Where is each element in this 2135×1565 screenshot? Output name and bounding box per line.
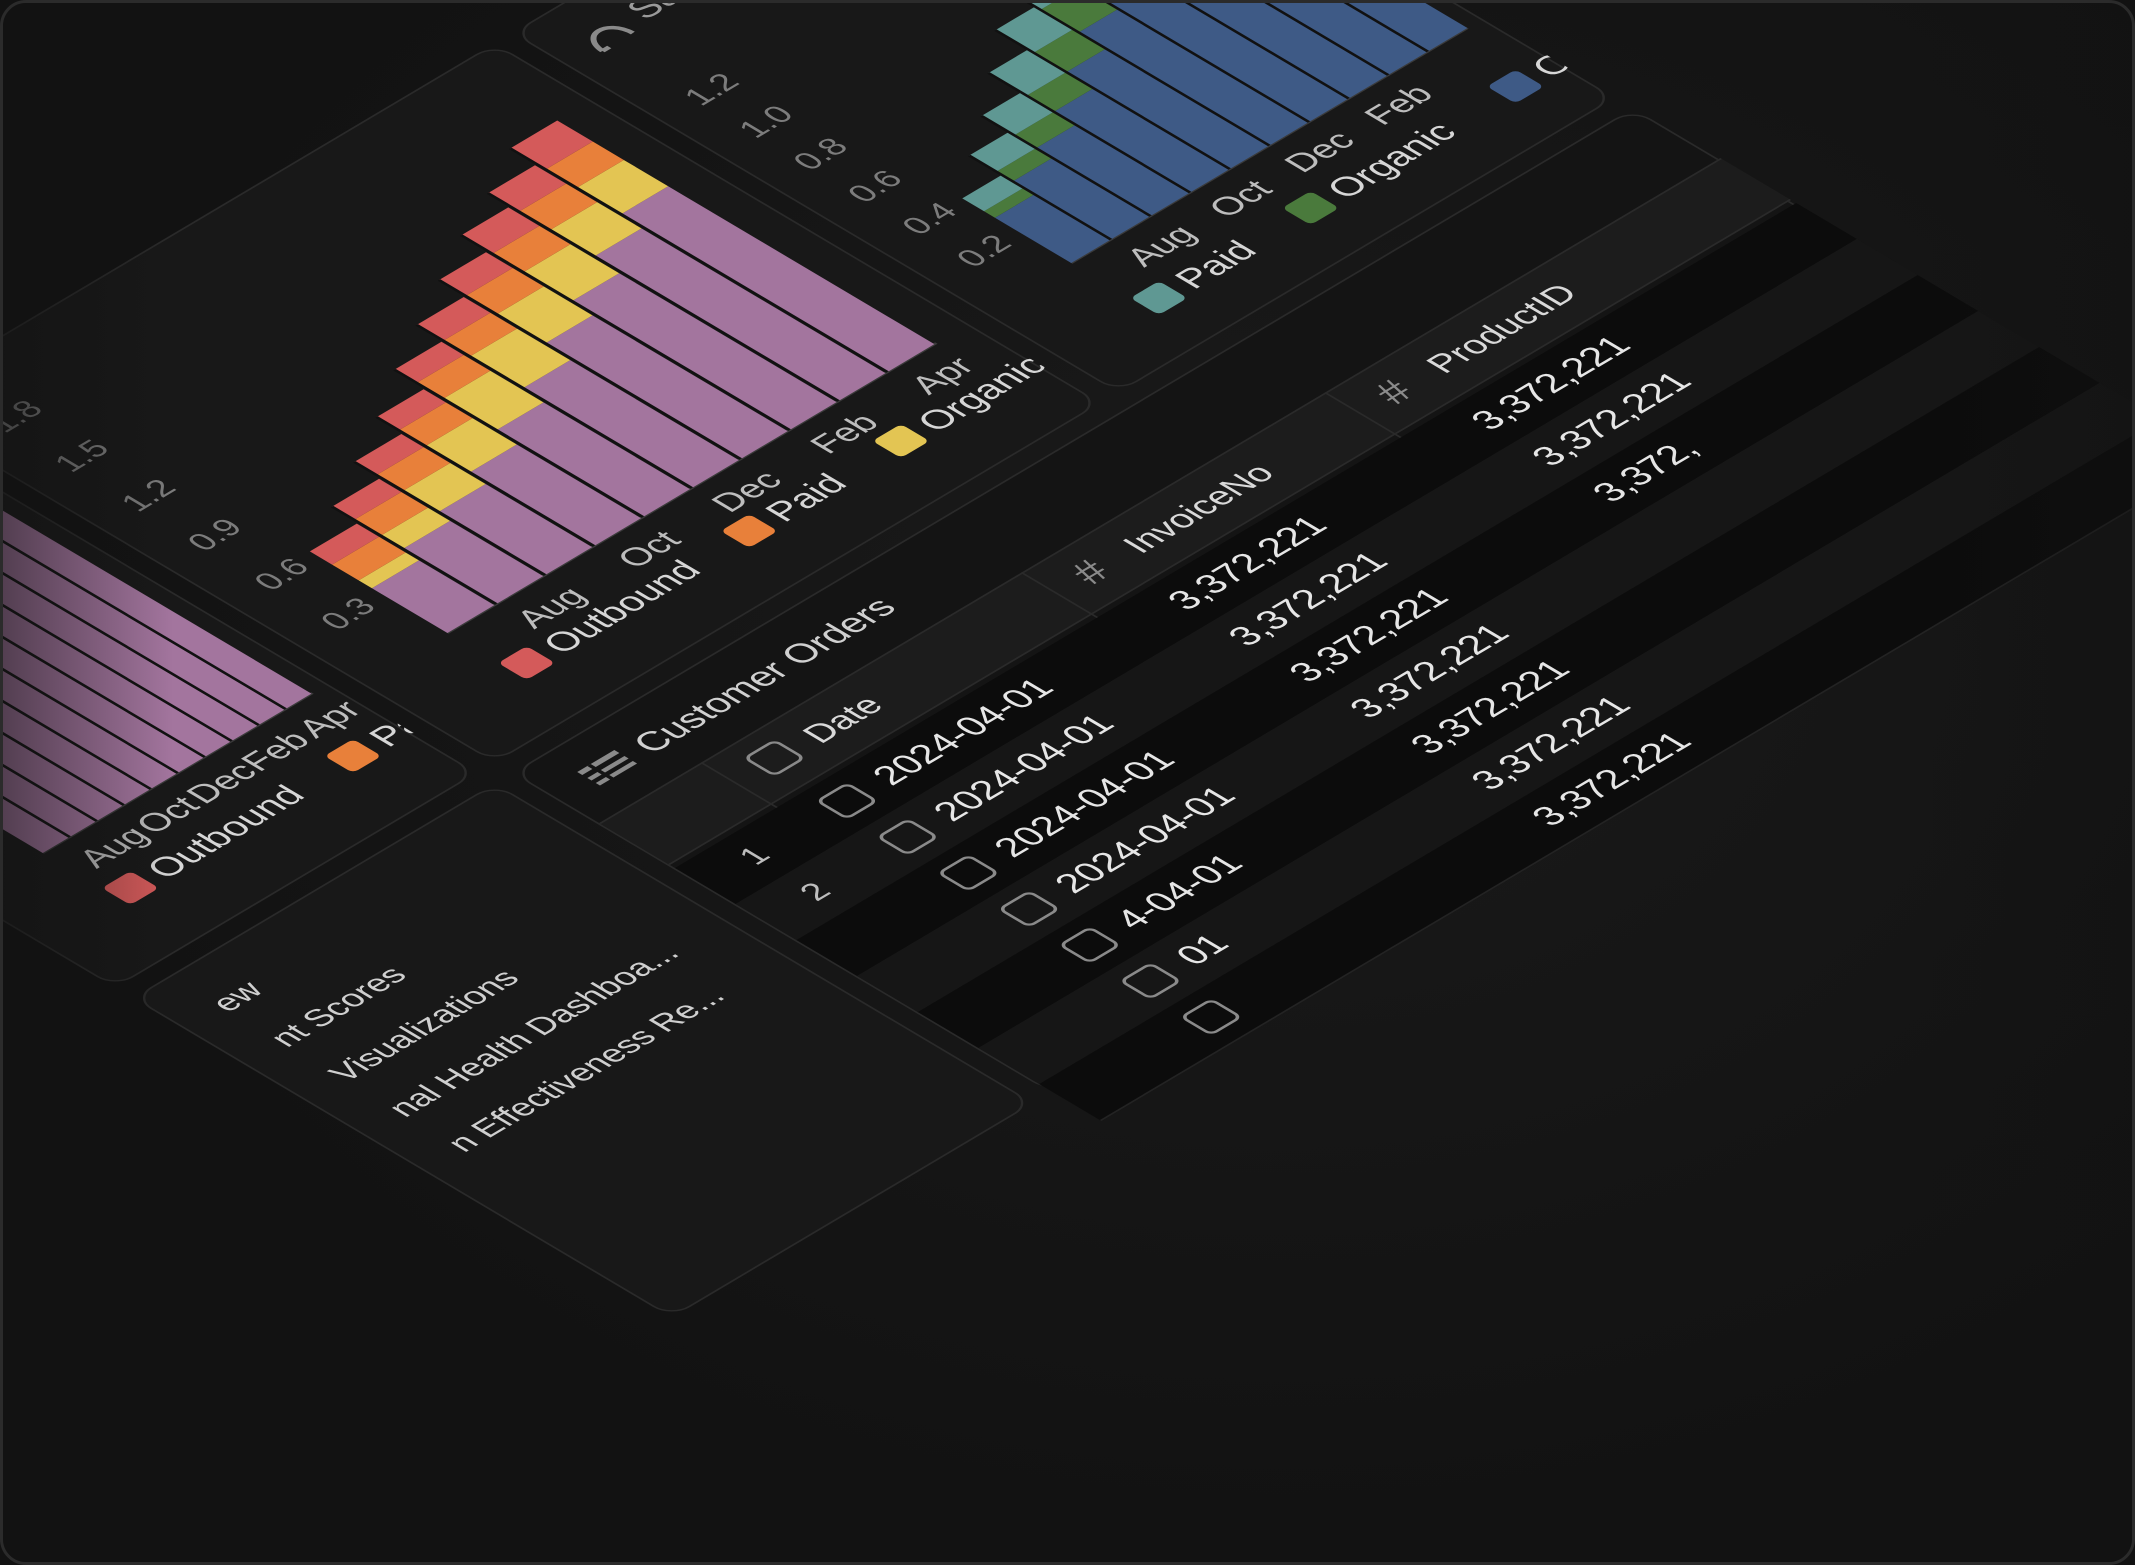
table-icon [572,747,650,794]
y-tick-label: 1.2 [113,474,185,517]
y-tick-label: 1.8 [0,395,52,438]
y-tick-label: 0.8 [785,133,857,176]
legend-swatch-paid [327,740,379,772]
row-checkbox[interactable] [1118,962,1183,1000]
row-number: 1 [730,841,779,870]
row-number: 2 [791,877,840,906]
y-tick-label: 1.2 [676,68,748,111]
legend-swatch-organic [1284,192,1337,224]
date-cell: 01 [1167,928,1239,971]
row-checkbox[interactable] [936,854,1001,892]
legend-swatch-outbound [500,647,553,679]
legend-label-other: Other [1522,14,1620,83]
legend-swatch-other [1489,71,1542,102]
x-tick-label: Oct [1200,175,1281,223]
legend-swatch-paid [723,515,775,547]
row-checkbox[interactable] [1057,926,1122,964]
legend-swatch-outbound [104,872,157,904]
y-tick-label: 1.0 [731,101,803,144]
sidebar-item-overview[interactable]: ew [202,976,272,1017]
row-checkbox[interactable] [1179,998,1244,1036]
row-checkbox[interactable] [814,782,880,820]
y-tick-label: 0.9 [180,514,252,557]
y-tick-label: 1.5 [46,435,118,478]
row-checkbox[interactable] [997,890,1062,928]
y-tick-label: 0.6 [840,165,912,208]
y-tick-label: 0.2 [949,230,1021,273]
row-checkbox[interactable] [875,818,940,856]
y-tick-label: 0.4 [894,198,966,241]
y-tick-label: 0.3 [313,593,385,636]
y-tick-label: 0.6 [246,553,318,596]
isometric-stage: ew nt Scores Visualizations nal Health D… [0,3,2132,1318]
legend-swatch-paid [1133,282,1185,314]
